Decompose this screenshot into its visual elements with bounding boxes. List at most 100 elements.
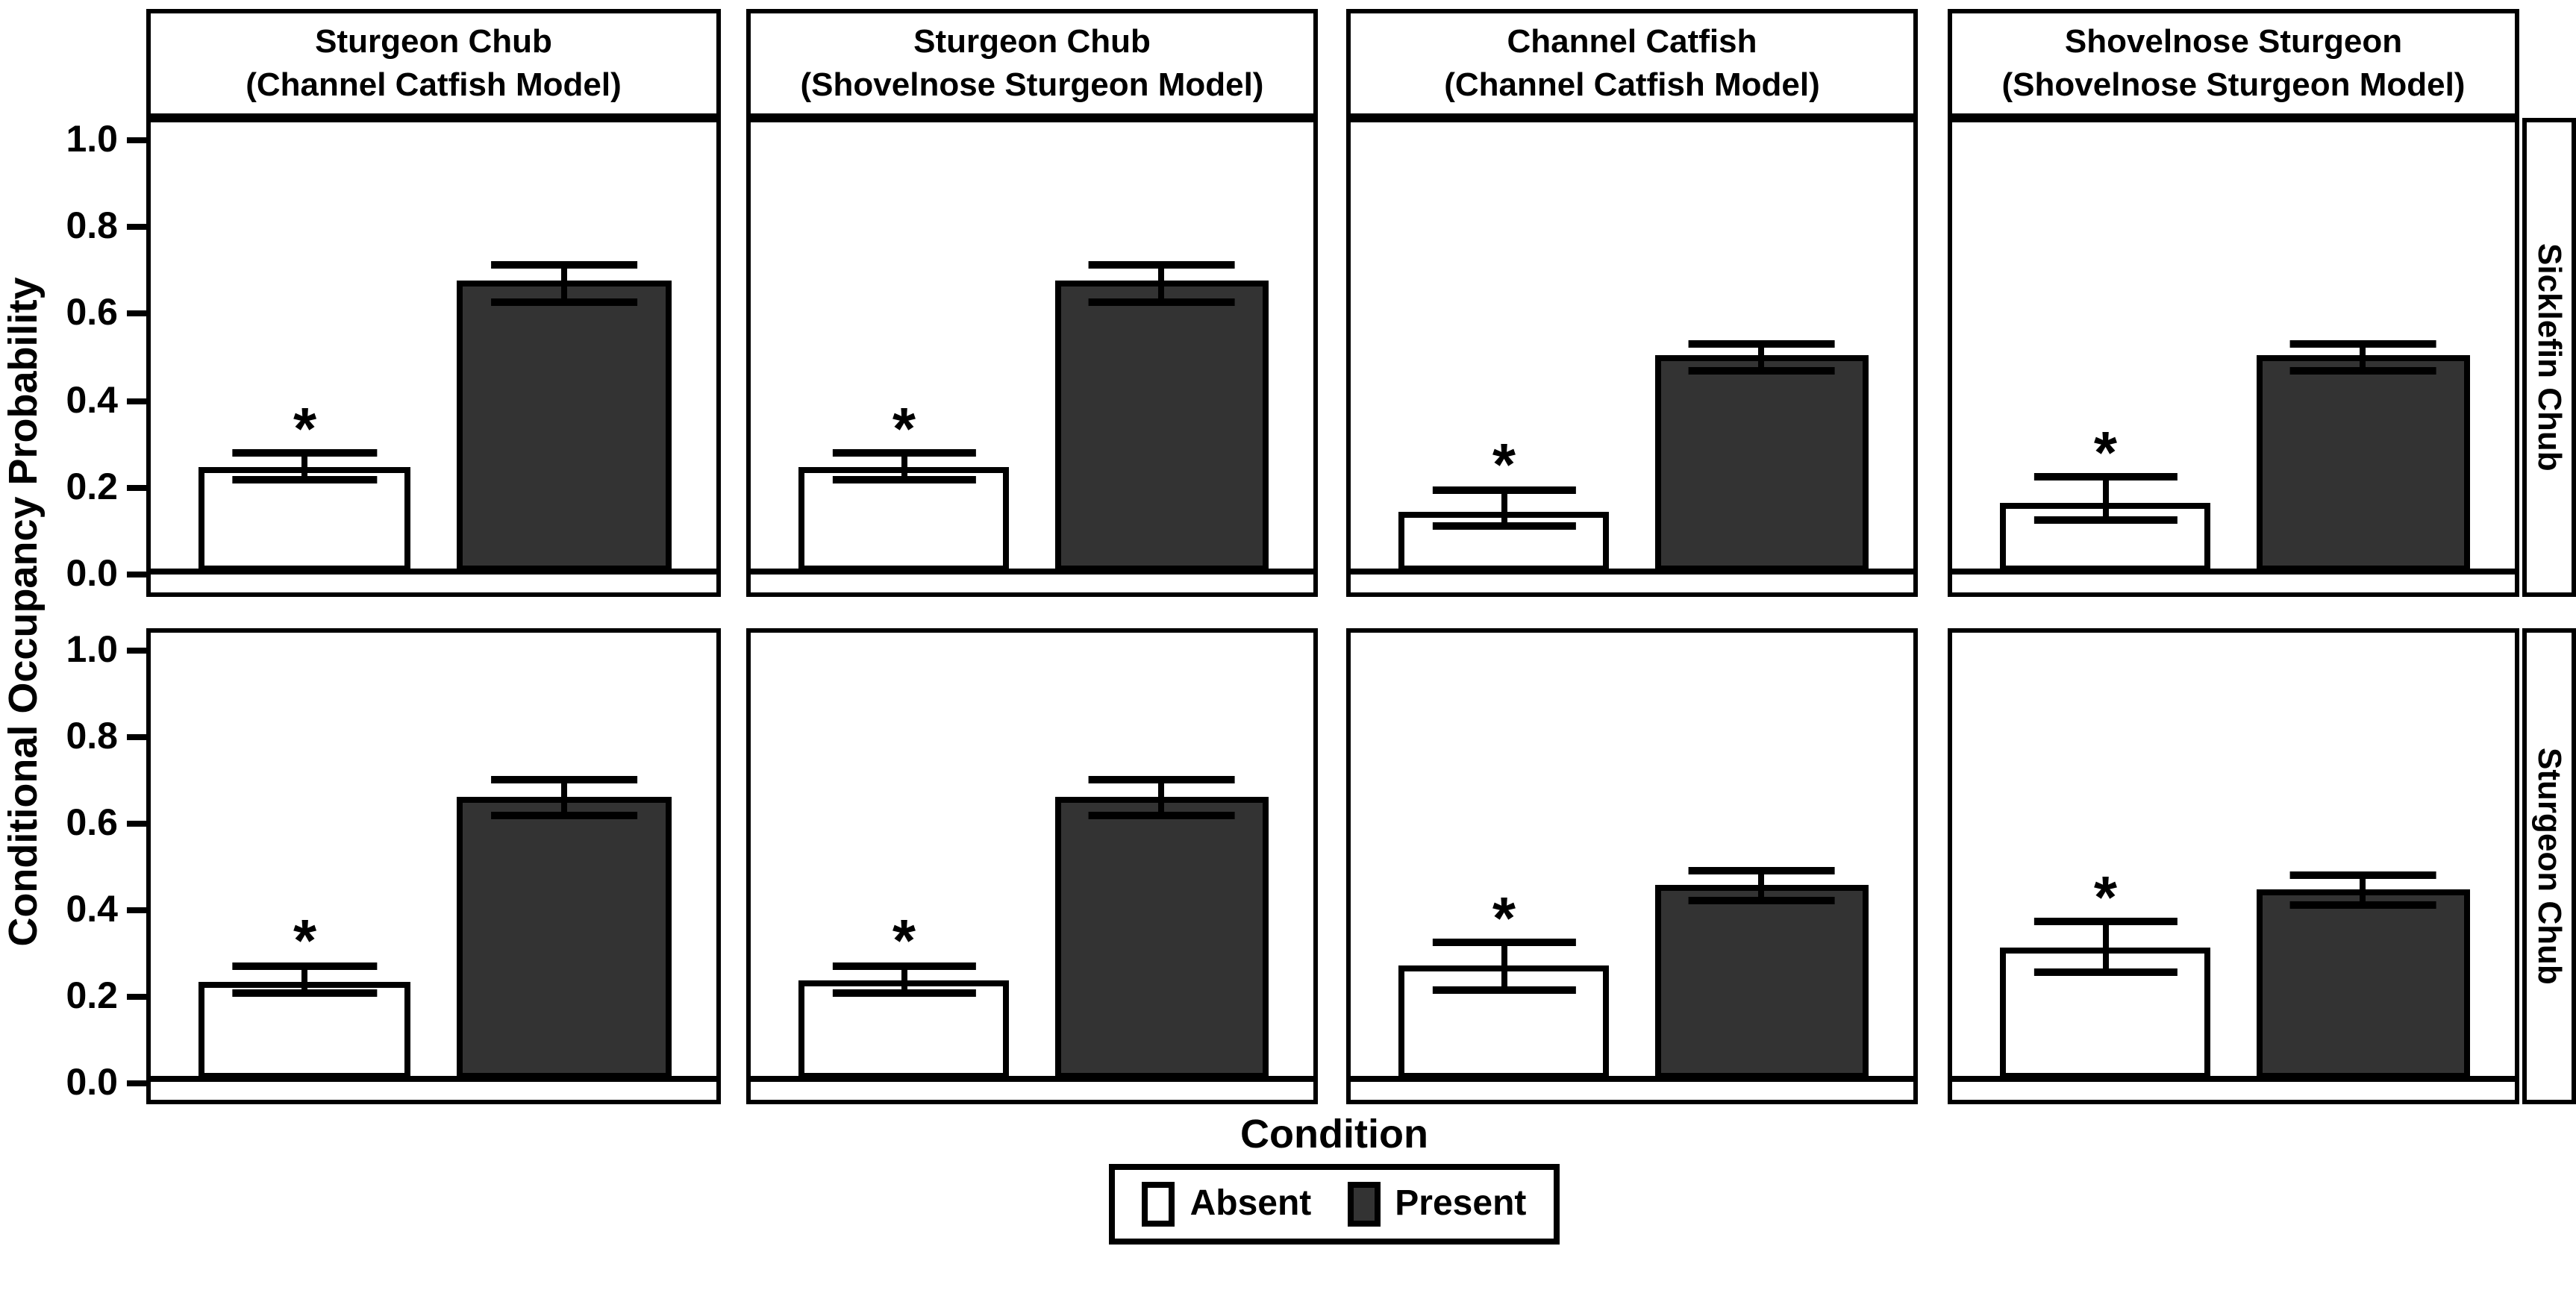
y-tick-label: 0.6 — [66, 801, 118, 843]
error-bar-cap — [232, 449, 378, 457]
error-bar-cap — [232, 989, 378, 998]
x-axis-zero-line — [151, 1075, 716, 1082]
facet-row-label: Sturgeon Chub — [2531, 748, 2569, 985]
panel-sturgeon-chub-sturgeon-chub-ssm: * — [746, 628, 1318, 1104]
error-bar-cap — [2290, 366, 2436, 375]
error-bar-cap — [2033, 968, 2178, 977]
y-tick-mark — [127, 398, 146, 404]
y-tick-mark — [127, 993, 146, 999]
panel-sicklefin-chub-shovelnose-sturgeon: * — [1948, 118, 2519, 597]
x-axis-zero-line — [751, 1075, 1313, 1082]
error-bar-cap — [2290, 901, 2436, 909]
legend-label-absent: Absent — [1189, 1183, 1312, 1224]
facet-header-line1: Sturgeon Chub — [315, 22, 552, 60]
error-bar-line — [2102, 921, 2109, 973]
significance-asterisk: * — [892, 396, 916, 463]
error-bar-cap — [1089, 298, 1234, 306]
error-bar-cap — [832, 989, 976, 998]
x-axis-zero-line — [1952, 1075, 2515, 1082]
error-bar-cap — [1689, 866, 1834, 874]
error-bar-cap — [1432, 986, 1576, 994]
error-bar-line — [1758, 870, 1765, 901]
facet-row-label: Sicklefin Chub — [2531, 243, 2569, 472]
facet-header-line2: (Shovelnose Sturgeon Model) — [2001, 65, 2466, 102]
absent-bar — [198, 981, 411, 1079]
present-bar — [2256, 355, 2470, 572]
error-bar-line — [560, 265, 567, 302]
error-bar-line — [301, 965, 308, 994]
error-bar-cap — [2033, 516, 2178, 524]
error-bar-cap — [232, 962, 378, 970]
panel-sicklefin-chub-sturgeon-chub-ssm: * — [746, 118, 1318, 597]
error-bar-cap — [490, 775, 637, 783]
significance-asterisk: * — [293, 396, 317, 463]
x-axis-zero-line — [751, 568, 1313, 575]
error-bar-line — [560, 779, 567, 816]
y-tick-mark — [127, 647, 146, 653]
error-bar-cap — [2290, 871, 2436, 879]
y-tick-label: 0.4 — [66, 379, 118, 422]
facet-header-channel-catfish: Channel Catfish (Channel Catfish Model) — [1346, 9, 1918, 118]
y-tick-label: 0.4 — [66, 888, 118, 930]
error-bar-line — [1158, 779, 1165, 816]
x-axis-zero-line — [1952, 568, 2515, 575]
error-bar-cap — [232, 475, 378, 483]
error-bar-line — [1501, 489, 1507, 527]
present-bar — [1054, 796, 1269, 1079]
y-tick-mark — [127, 820, 146, 826]
present-bar — [1654, 355, 1869, 572]
y-tick-label: 0.8 — [66, 715, 118, 757]
present-bar — [1054, 280, 1269, 572]
error-bar-line — [901, 453, 907, 480]
error-bar-cap — [832, 962, 976, 970]
error-bar-line — [2360, 344, 2366, 371]
present-bar — [456, 796, 672, 1079]
error-bar-line — [1758, 344, 1765, 371]
y-tick-mark — [127, 572, 146, 578]
error-bar-cap — [2290, 340, 2436, 348]
present-bar — [2256, 889, 2470, 1079]
facet-header-shovelnose-sturgeon: Shovelnose Sturgeon (Shovelnose Sturgeon… — [1948, 9, 2519, 118]
facet-header-line2: (Shovelnose Sturgeon Model) — [800, 65, 1264, 102]
panel-sturgeon-chub-channel-catfish: * — [1346, 628, 1918, 1104]
panel-sicklefin-chub-sturgeon-chub-ccm: * — [146, 118, 721, 597]
y-tick-label: 0.6 — [66, 292, 118, 334]
error-bar-cap — [832, 449, 976, 457]
y-tick-label: 0.2 — [66, 466, 118, 509]
error-bar-cap — [1089, 811, 1234, 819]
significance-asterisk: * — [1492, 886, 1516, 952]
facet-row-strip-sturgeon-chub: Sturgeon Chub — [2522, 628, 2576, 1104]
present-bar — [1654, 885, 1869, 1079]
x-axis-title: Condition — [1240, 1112, 1428, 1156]
y-tick-mark — [127, 733, 146, 739]
error-bar-cap — [2033, 473, 2178, 481]
error-bar-cap — [490, 298, 637, 306]
significance-asterisk: * — [293, 909, 317, 975]
y-tick-mark — [127, 1080, 146, 1086]
y-axis-ticks-top-row: 1.0 0.8 0.6 0.4 0.2 0.0 — [0, 118, 146, 597]
absent-bar — [1398, 965, 1610, 1079]
legend-box: Absent Present — [1109, 1164, 1560, 1245]
y-tick-label: 1.0 — [66, 628, 118, 670]
absent-bar — [198, 466, 411, 572]
error-bar-line — [2360, 874, 2366, 905]
error-bar-cap — [490, 811, 637, 819]
legend-label-present: Present — [1395, 1183, 1527, 1224]
facet-header-line1: Channel Catfish — [1507, 22, 1757, 60]
x-axis-zero-line — [1351, 568, 1913, 575]
facet-header-line1: Sturgeon Chub — [913, 22, 1151, 60]
error-bar-line — [301, 453, 308, 480]
legend: Absent Present — [146, 1164, 2522, 1245]
y-tick-mark — [127, 137, 146, 143]
error-bar-cap — [490, 261, 637, 269]
error-bar-cap — [1432, 486, 1576, 494]
error-bar-cap — [1089, 261, 1234, 269]
y-tick-mark — [127, 485, 146, 492]
legend-swatch-present — [1347, 1182, 1381, 1227]
panel-sturgeon-chub-shovelnose-sturgeon: * — [1948, 628, 2519, 1104]
error-bar-cap — [1089, 775, 1234, 783]
significance-asterisk: * — [1492, 433, 1516, 499]
facet-header-line2: (Channel Catfish Model) — [246, 65, 622, 102]
panel-sturgeon-chub-sturgeon-chub-ccm: * — [146, 628, 721, 1104]
facet-header-line1: Shovelnose Sturgeon — [2064, 22, 2403, 60]
